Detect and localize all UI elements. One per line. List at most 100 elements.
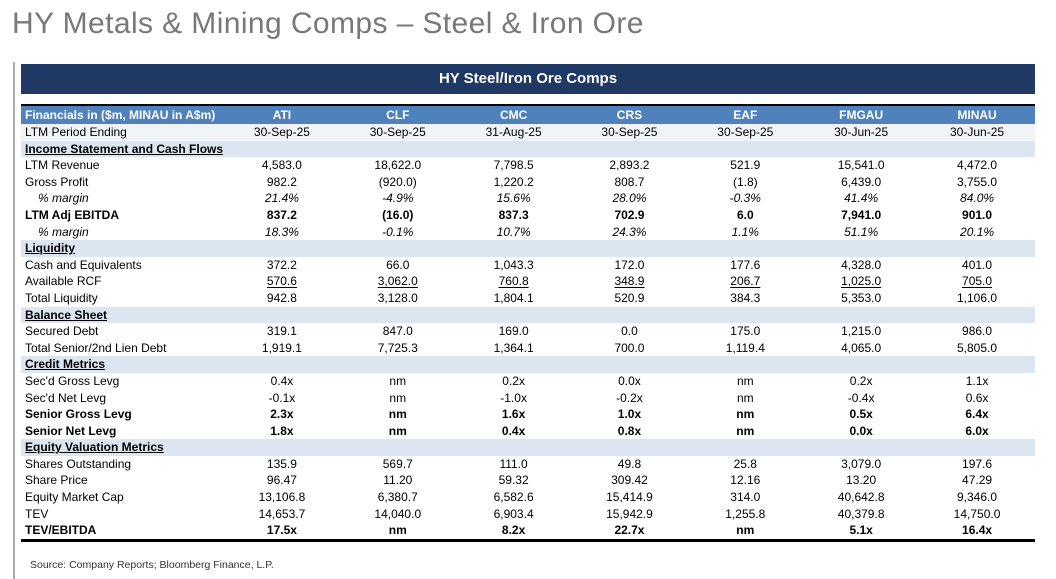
row-label: Sec'd Net Levg xyxy=(25,390,107,405)
cell-fmgau: 0.0x xyxy=(849,423,873,438)
cell-cmc: 0.2x xyxy=(502,373,525,388)
row-label: Senior Gross Levg xyxy=(25,407,132,422)
cell-fmgau: 40,379.8 xyxy=(837,506,885,521)
table-row: Senior Gross Levg 2.3x nm 1.6x 1.0x nm 0.5x 6.4… xyxy=(21,406,1035,423)
cell-eaf: 30-Sep-25 xyxy=(687,124,804,141)
cell-ati: -0.1x xyxy=(268,390,296,405)
cell-clf: -4.9% xyxy=(382,191,414,206)
table-row: Sec'd Gross Levg 0.4x nm 0.2x 0.0x nm 0.2x 1.1x xyxy=(21,373,1035,390)
cell-minau: 30-Jun-25 xyxy=(919,124,1035,141)
cell-eaf: -0.3% xyxy=(729,191,761,206)
cell-ati: 982.2 xyxy=(266,174,297,189)
cell-fmgau: 4,065.0 xyxy=(841,340,882,355)
cell-cmc: -1.0x xyxy=(500,390,527,405)
cell-minau: 84.0% xyxy=(960,191,995,206)
cell-crs: 0.0x xyxy=(618,373,641,388)
cell-eaf: 206.7 xyxy=(730,274,761,289)
cell-minau: 6.0x xyxy=(965,423,989,438)
cell-crs: 700.0 xyxy=(614,340,645,355)
section-label: Equity Valuation Metrics xyxy=(21,439,1035,456)
financials-unit-label: Financials in ($m, MINAU in A$m) xyxy=(21,105,224,124)
row-label: Gross Profit xyxy=(25,174,89,189)
cell-minau: 47.29 xyxy=(962,473,993,488)
left-border-line xyxy=(13,62,15,579)
table-row: Total Liquidity 942.8 3,128.0 1,804.1 520.9 3… xyxy=(21,290,1035,307)
cell-fmgau: 4,328.0 xyxy=(841,257,882,272)
cell-eaf: 521.9 xyxy=(730,158,761,173)
cell-crs: 309.42 xyxy=(611,473,648,488)
cell-ati: 17.5x xyxy=(224,522,340,542)
cell-cmc: 31-Aug-25 xyxy=(455,124,572,141)
cell-minau: 5,805.0 xyxy=(957,340,998,355)
cell-clf: 847.0 xyxy=(382,324,413,339)
cell-fmgau: 51.1% xyxy=(844,224,879,239)
cell-ati: 2.3x xyxy=(270,407,294,422)
table-row: Shares Outstanding 135.9 569.7 111.0 49.8 25.… xyxy=(21,456,1035,473)
cell-cmc: 1,804.1 xyxy=(493,290,534,305)
cell-fmgau: 15,541.0 xyxy=(837,158,885,173)
cell-fmgau: 5,353.0 xyxy=(841,290,882,305)
cell-crs: 15,414.9 xyxy=(606,490,653,505)
cell-clf: 14,040.0 xyxy=(374,506,422,521)
cell-crs: -0.2x xyxy=(616,390,643,405)
table-row: % margin 18.3% -0.1% 10.7% 24.3% 1.1% 51.1% 20.… xyxy=(21,224,1035,241)
cell-ati: 319.1 xyxy=(266,324,297,339)
table-row: TEV/EBITDA 17.5x nm 8.2x 22.7x nm 5.1x 16.4x xyxy=(21,522,1035,542)
section-label: Income Statement and Cash Flows xyxy=(21,140,1035,158)
cell-crs: 30-Sep-25 xyxy=(571,124,688,141)
section-label: Liquidity xyxy=(21,240,1035,257)
cell-cmc: 1,220.2 xyxy=(493,174,534,189)
table-row: LTM Revenue 4,583.0 18,622.0 7,798.5 2,893.2… xyxy=(21,157,1035,174)
cell-cmc: 169.0 xyxy=(498,324,529,339)
row-label: Secured Debt xyxy=(25,324,99,339)
source-note: Source: Company Reports; Bloomberg Finan… xyxy=(30,558,274,571)
cell-clf: 6,380.7 xyxy=(377,490,418,505)
cell-eaf: 25.8 xyxy=(733,456,757,471)
cell-cmc: 1,043.3 xyxy=(493,257,534,272)
section-label: Credit Metrics xyxy=(21,356,1035,373)
column-header-minau: MINAU xyxy=(919,105,1035,124)
cell-crs: 702.9 xyxy=(614,207,645,222)
cell-ati: 30-Sep-25 xyxy=(224,124,340,141)
column-header-eaf: EAF xyxy=(687,105,804,124)
cell-eaf: nm xyxy=(736,407,755,422)
row-label: % margin xyxy=(38,224,89,239)
cell-clf: 3,128.0 xyxy=(377,290,418,305)
cell-cmc: 8.2x xyxy=(455,522,572,542)
cell-clf: (16.0) xyxy=(382,207,414,222)
cell-crs: 49.8 xyxy=(617,456,642,471)
section-label: Balance Sheet xyxy=(21,306,1035,324)
cell-minau: 901.0 xyxy=(962,207,993,222)
cell-clf: nm xyxy=(339,522,456,542)
row-label: Sec'd Gross Levg xyxy=(25,373,120,388)
cell-ati: 21.4% xyxy=(264,191,299,206)
cell-clf: 569.7 xyxy=(382,456,413,471)
cell-eaf: 1,119.4 xyxy=(725,340,765,355)
cell-minau: 1,106.0 xyxy=(957,290,998,305)
cell-crs: 348.9 xyxy=(614,274,645,289)
row-label: LTM Period Ending xyxy=(21,124,224,141)
cell-clf: nm xyxy=(389,390,407,405)
cell-cmc: 6,582.6 xyxy=(493,490,534,505)
cell-ati: 372.2 xyxy=(266,257,297,272)
table-row: TEV 14,653.7 14,040.0 6,903.4 15,942.9 1,255.… xyxy=(21,506,1035,523)
cell-ati: 0.4x xyxy=(270,373,294,388)
cell-cmc: 1.6x xyxy=(501,407,526,422)
row-label: LTM Adj EBITDA xyxy=(25,207,119,222)
cell-fmgau: 6,439.0 xyxy=(841,174,882,189)
cell-ati: 135.9 xyxy=(266,456,297,471)
cell-fmgau: 30-Jun-25 xyxy=(803,124,920,141)
table-row: Senior Net Levg 1.8x nm 0.4x 0.8x nm 0.0x 6.0x xyxy=(21,423,1035,440)
cell-cmc: 111.0 xyxy=(499,456,528,471)
cell-fmgau: 7,941.0 xyxy=(841,207,882,222)
cell-minau: 0.6x xyxy=(965,390,989,405)
row-label: Shares Outstanding xyxy=(25,456,132,471)
cell-minau: 705.0 xyxy=(962,274,993,289)
row-label: Equity Market Cap xyxy=(25,490,124,505)
cell-minau: 14,750.0 xyxy=(953,506,1001,521)
cell-eaf: nm xyxy=(687,522,804,542)
comps-table-header: Financials in ($m, MINAU in A$m) ATI CLF C… xyxy=(21,105,1035,124)
cell-fmgau: 0.5x xyxy=(849,407,873,422)
cell-minau: 197.6 xyxy=(962,456,993,471)
row-label: TEV xyxy=(25,506,49,521)
